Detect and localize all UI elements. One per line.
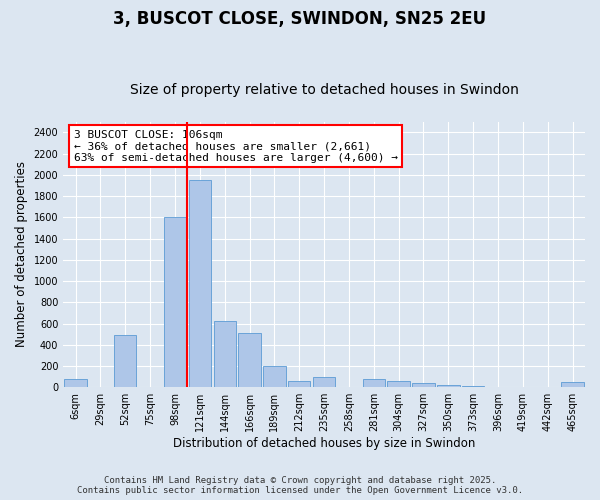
Bar	[263, 366, 286, 387]
Bar	[89, 386, 112, 387]
Text: 3 BUSCOT CLOSE: 106sqm
← 36% of detached houses are smaller (2,661)
63% of semi-: 3 BUSCOT CLOSE: 106sqm ← 36% of detached…	[74, 130, 398, 163]
X-axis label: Distribution of detached houses by size in Swindon: Distribution of detached houses by size …	[173, 437, 475, 450]
Bar	[562, 382, 584, 387]
Bar	[164, 218, 186, 387]
Y-axis label: Number of detached properties: Number of detached properties	[15, 162, 28, 348]
Bar	[437, 384, 460, 387]
Bar	[388, 382, 410, 387]
Bar	[512, 386, 534, 387]
Bar	[214, 322, 236, 387]
Bar	[338, 386, 360, 387]
Title: Size of property relative to detached houses in Swindon: Size of property relative to detached ho…	[130, 83, 518, 97]
Bar	[114, 335, 136, 387]
Bar	[412, 383, 434, 387]
Bar	[288, 381, 310, 387]
Bar	[487, 386, 509, 387]
Bar	[238, 333, 261, 387]
Text: 3, BUSCOT CLOSE, SWINDON, SN25 2EU: 3, BUSCOT CLOSE, SWINDON, SN25 2EU	[113, 10, 487, 28]
Bar	[362, 378, 385, 387]
Bar	[139, 386, 161, 387]
Bar	[462, 386, 484, 387]
Bar	[188, 180, 211, 387]
Bar	[64, 378, 87, 387]
Bar	[536, 386, 559, 387]
Bar	[313, 377, 335, 387]
Text: Contains HM Land Registry data © Crown copyright and database right 2025.
Contai: Contains HM Land Registry data © Crown c…	[77, 476, 523, 495]
